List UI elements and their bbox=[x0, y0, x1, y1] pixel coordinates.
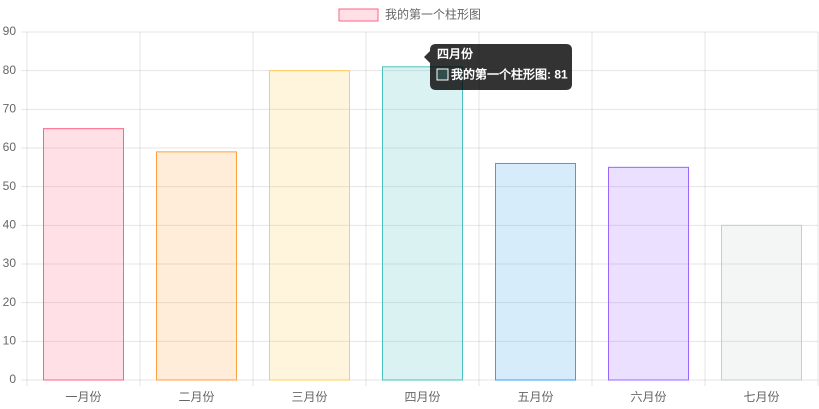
y-tick-label: 10 bbox=[3, 334, 17, 348]
bar bbox=[382, 66, 463, 381]
y-tick-label: 20 bbox=[3, 295, 17, 309]
x-tick-label: 三月份 bbox=[291, 390, 327, 404]
tooltip-swatch bbox=[436, 68, 449, 81]
x-tick-label: 一月份 bbox=[65, 390, 101, 404]
x-tick-label: 二月份 bbox=[178, 390, 214, 404]
tooltip-title: 四月份 bbox=[437, 46, 474, 61]
bar bbox=[608, 166, 689, 381]
y-tick-label: 0 bbox=[9, 372, 16, 386]
bar bbox=[269, 70, 350, 381]
x-tick-label: 五月份 bbox=[517, 390, 553, 404]
legend-swatch bbox=[338, 8, 379, 22]
y-tick-label: 30 bbox=[3, 256, 17, 270]
y-tick-label: 80 bbox=[3, 63, 17, 77]
x-tick-label: 六月份 bbox=[630, 390, 666, 404]
y-tick-label: 90 bbox=[3, 24, 17, 38]
y-tick-label: 60 bbox=[3, 140, 17, 154]
tooltip-box bbox=[424, 44, 572, 90]
tooltip-body: 我的第一个柱形图: 81 bbox=[451, 67, 568, 82]
x-tick-label: 四月份 bbox=[404, 390, 440, 404]
y-tick-label: 40 bbox=[3, 218, 17, 232]
x-tick-label: 七月份 bbox=[743, 390, 779, 404]
bar bbox=[495, 162, 576, 381]
y-tick-label: 70 bbox=[3, 102, 17, 116]
y-tick-label: 50 bbox=[3, 179, 17, 193]
bar bbox=[156, 151, 237, 381]
bar bbox=[721, 224, 802, 381]
legend-label: 我的第一个柱形图 bbox=[385, 7, 481, 22]
bar bbox=[43, 128, 124, 381]
